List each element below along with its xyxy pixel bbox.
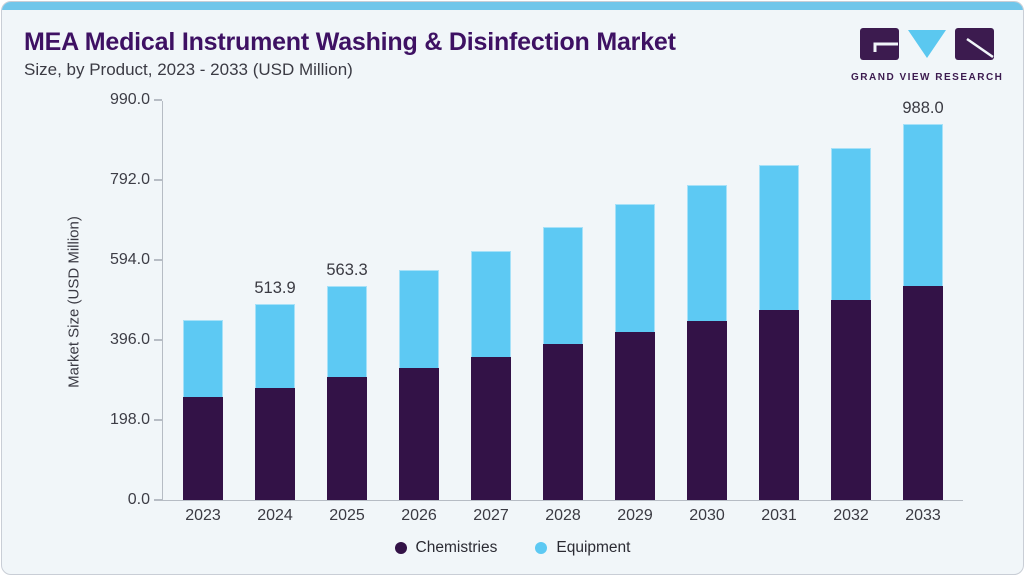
x-axis-label-2030: 2030 [689, 507, 725, 524]
y-axis-tick-label: 594.0 [109, 251, 150, 268]
bar-segment-equipment-2027 [471, 250, 511, 358]
bar-segment-chemistries-2032 [831, 300, 871, 500]
x-axis-label-2024: 2024 [257, 507, 293, 524]
bar-segment-chemistries-2023 [183, 396, 223, 500]
bar-segment-equipment-2033 [903, 124, 943, 286]
x-axis-label-2023: 2023 [185, 507, 221, 524]
bar-2033: 988.0 [902, 99, 944, 500]
bar-2028 [543, 226, 583, 500]
bar-2025: 563.3 [326, 261, 368, 500]
bar-2032 [831, 147, 871, 500]
plot-area: 0.0 198.0 396.0 594.0 792.0 990.0 2023 513.9 202… [110, 91, 963, 524]
bar-segment-equipment-2023 [183, 319, 223, 397]
legend-item-chemistries: Chemistries [394, 539, 498, 557]
y-axis-tick [154, 339, 162, 341]
bar-total-label-2025: 563.3 [326, 260, 368, 279]
y-axis-tick [154, 419, 162, 421]
y-axis-tick [154, 99, 162, 101]
y-axis-tick-label: 990.0 [109, 91, 150, 108]
bar-segment-equipment-2024 [255, 304, 295, 389]
bar-segment-equipment-2025 [327, 285, 367, 377]
y-axis-tick [154, 499, 162, 501]
bar-2030 [687, 184, 727, 501]
x-axis-label-2027: 2027 [473, 507, 509, 524]
bar-segment-equipment-2029 [615, 203, 655, 332]
y-axis-tick [154, 259, 162, 261]
y-axis-tick-label: 0.0 [127, 491, 150, 508]
bar-2029 [615, 203, 655, 500]
page-subtitle: Size, by Product, 2023 - 2033 (USD Milli… [24, 60, 353, 79]
y-axis-tick-label: 396.0 [109, 331, 150, 348]
y-axis-tick-label: 198.0 [109, 411, 150, 428]
bar-segment-equipment-2028 [543, 226, 583, 345]
bar-total-label-2024: 513.9 [254, 279, 296, 298]
y-axis-tick [154, 179, 162, 181]
brand-logo-text: GRAND VIEW RESEARCH [851, 72, 1004, 83]
y-axis-tick-label: 792.0 [109, 171, 150, 188]
bar-2031 [759, 165, 799, 500]
bar-segment-chemistries-2026 [399, 368, 439, 500]
brand-logo: GRAND VIEW RESEARCH [851, 26, 1003, 83]
bar-2027 [471, 250, 511, 500]
legend-item-equipment: Equipment [535, 539, 630, 557]
bar-2024: 513.9 [254, 279, 296, 500]
x-axis-label-2031: 2031 [761, 507, 797, 524]
x-axis-label-2032: 2032 [833, 507, 869, 524]
x-axis-label-2025: 2025 [329, 507, 365, 524]
bar-segment-chemistries-2033 [903, 285, 943, 500]
bar-2023 [183, 319, 223, 500]
chart-legend: Chemistries Equipment [2, 539, 1023, 557]
legend-label-chemistries: Chemistries [415, 539, 498, 556]
bar-segment-equipment-2030 [687, 184, 727, 321]
bar-segment-chemistries-2024 [255, 388, 295, 500]
bar-2026 [399, 269, 439, 500]
bar-segment-chemistries-2028 [543, 344, 583, 500]
legend-dot-equipment [535, 542, 548, 554]
bar-segment-equipment-2026 [399, 269, 439, 369]
bar-total-label-2033: 988.0 [902, 99, 944, 118]
bar-segment-equipment-2032 [831, 147, 871, 301]
y-axis-title: Market Size (USD Million) [65, 216, 83, 388]
x-axis-label-2028: 2028 [545, 507, 581, 524]
legend-label-equipment: Equipment [556, 539, 631, 556]
legend-dot-chemistries [394, 542, 407, 554]
bar-segment-chemistries-2027 [471, 357, 511, 500]
page-title: MEA Medical Instrument Washing & Disinfe… [24, 28, 676, 56]
x-axis-label-2029: 2029 [617, 507, 653, 524]
bar-segment-chemistries-2025 [327, 376, 367, 500]
bar-segment-chemistries-2030 [687, 320, 727, 500]
x-axis-label-2033: 2033 [905, 507, 941, 524]
bar-segment-equipment-2031 [759, 165, 799, 311]
bar-segment-chemistries-2031 [759, 310, 799, 500]
top-accent-bar [2, 2, 1023, 10]
x-axis-label-2026: 2026 [401, 507, 437, 524]
brand-logo-icon [860, 28, 994, 60]
bar-segment-chemistries-2029 [615, 331, 655, 500]
